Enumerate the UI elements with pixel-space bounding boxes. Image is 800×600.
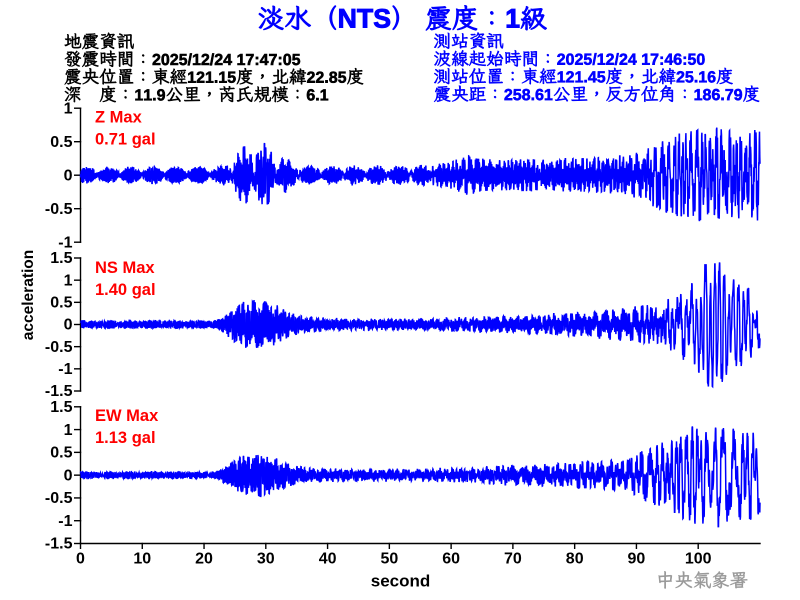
svg-text:0: 0 xyxy=(76,551,85,568)
svg-text:-1: -1 xyxy=(58,361,72,378)
svg-text:-1: -1 xyxy=(58,234,72,251)
svg-text:-1.5: -1.5 xyxy=(45,383,73,400)
svg-text:1: 1 xyxy=(64,422,73,439)
svg-text:1.13 gal: 1.13 gal xyxy=(95,429,156,447)
svg-text:NS Max: NS Max xyxy=(95,259,155,277)
svg-text:20: 20 xyxy=(195,551,213,568)
svg-text:90: 90 xyxy=(628,551,646,568)
svg-text:second: second xyxy=(371,572,431,591)
svg-text:0.71 gal: 0.71 gal xyxy=(95,131,156,149)
svg-text:1.40 gal: 1.40 gal xyxy=(95,281,156,299)
svg-text:0.5: 0.5 xyxy=(50,445,72,462)
svg-text:Z Max: Z Max xyxy=(95,109,143,127)
svg-text:100: 100 xyxy=(685,551,712,568)
svg-text:-0.5: -0.5 xyxy=(45,490,73,507)
svg-text:1.5: 1.5 xyxy=(50,250,72,267)
svg-text:-0.5: -0.5 xyxy=(45,201,73,218)
svg-text:1: 1 xyxy=(64,272,73,289)
svg-text:80: 80 xyxy=(566,551,584,568)
svg-text:0.5: 0.5 xyxy=(50,295,72,312)
svg-text:0: 0 xyxy=(64,167,73,184)
svg-text:-0.5: -0.5 xyxy=(45,339,73,356)
svg-text:-1: -1 xyxy=(58,513,72,530)
svg-text:1.5: 1.5 xyxy=(50,399,72,416)
svg-text:acceleration: acceleration xyxy=(20,250,37,340)
svg-text:10: 10 xyxy=(133,551,151,568)
svg-text:0.5: 0.5 xyxy=(50,134,72,151)
svg-text:30: 30 xyxy=(257,551,275,568)
svg-text:70: 70 xyxy=(504,551,522,568)
svg-text:50: 50 xyxy=(381,551,399,568)
svg-text:EW Max: EW Max xyxy=(95,407,159,425)
svg-text:-1.5: -1.5 xyxy=(45,536,73,553)
svg-text:1: 1 xyxy=(64,100,73,117)
svg-text:0: 0 xyxy=(64,467,73,484)
svg-text:40: 40 xyxy=(319,551,337,568)
svg-text:0: 0 xyxy=(64,317,73,334)
svg-text:60: 60 xyxy=(442,551,460,568)
